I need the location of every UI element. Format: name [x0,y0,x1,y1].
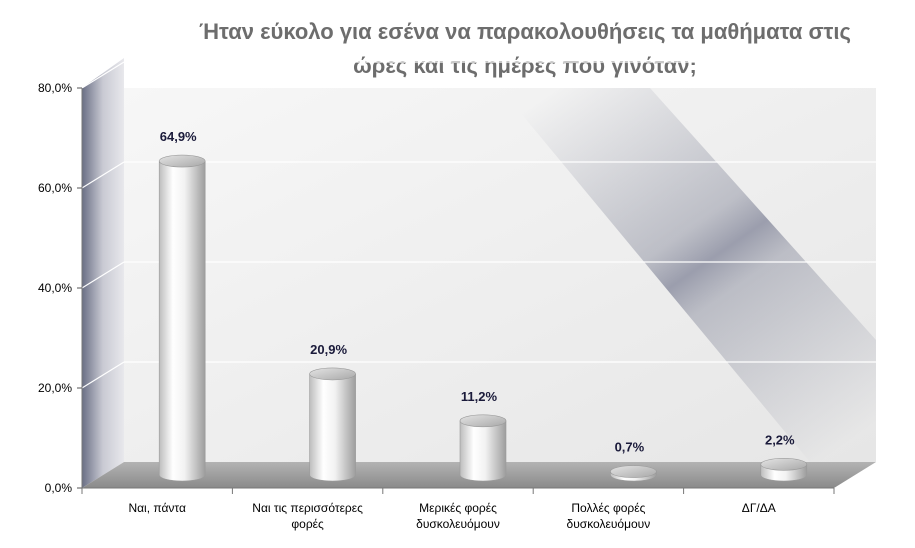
bar [760,458,808,482]
bar-body [459,420,507,482]
grid-line-side [81,61,125,89]
back-wall-shading [500,88,876,462]
bar [610,465,657,482]
chart-title-line-2: ώρες και τις ημέρες που γινόταν; [353,53,697,78]
grid-lines [81,61,876,389]
bar-cap [610,465,657,478]
bar [158,154,206,482]
bar [309,367,356,482]
bar-cap [760,458,808,471]
data-label: 64,9% [160,129,197,144]
x-tick-label: Ναι τις περισσότερες φορές [252,501,363,531]
x-tick-label: ΔΓ/ΔΑ [742,501,776,515]
x-tick-label: Μερικές φορές δυσκολευόμουν [416,501,500,531]
grid-line-side [81,361,125,389]
side-wall [82,58,124,488]
bar-body [158,160,206,482]
grid-line-side [81,161,125,189]
data-label: 0,7% [615,440,645,455]
bar [459,414,507,482]
y-tick-label: 0,0% [45,481,73,495]
x-tick-label: Πολλές φορές δυσκολευόμουν [567,501,651,531]
y-tick-label: 20,0% [38,381,72,395]
bar-cap [309,367,356,381]
y-tick-label: 60,0% [38,181,72,195]
data-labels: 64,9% 20,9% 11,2% 0,7% 2,2% [160,129,795,455]
data-label: 11,2% [461,389,498,404]
chart-title-line-1: Ήταν εύκολο για εσένα να παρακολουθήσεις… [199,19,851,44]
y-axis: 0,0% 20,0% 40,0% 60,0% 80,0% [38,81,83,495]
grid-line-side [81,261,125,289]
x-axis: Ναι, πάντα Ναι τις περισσότερες φορές Μερικ… [81,487,835,531]
bars [158,154,808,482]
bar-cap [459,414,507,428]
bar-body [309,373,356,482]
data-label: 20,9% [310,342,347,357]
x-tick-label: Ναι, πάντα [128,501,186,515]
bar-cap [158,154,206,168]
y-tick-label: 40,0% [38,281,72,295]
data-label: 2,2% [765,432,795,447]
y-tick-label: 80,0% [38,81,72,95]
